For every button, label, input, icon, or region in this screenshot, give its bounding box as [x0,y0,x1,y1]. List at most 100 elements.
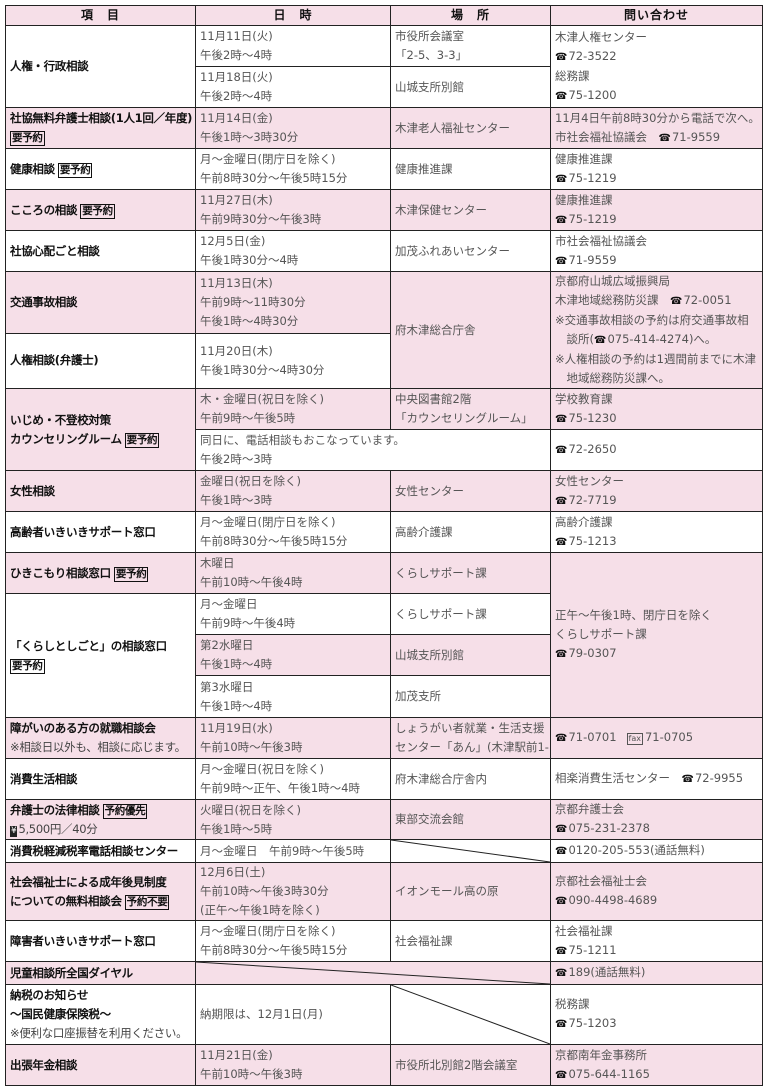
text-line: 女性相談 [10,483,55,498]
text-line: 京都弁護士会 [555,802,624,816]
item-cell: 人権相談(弁護士) [5,332,196,390]
text-line: ¥5,500円／40分 [10,820,191,839]
text-line: 障害者いきいきサポート窓口 [10,933,156,948]
phone-number: 72-2650 [568,442,617,456]
fax-number: 71-0705 [644,730,694,744]
table-cell: 高齢介護課 [390,511,551,553]
line-text: ※交通事故相談の予約は府交通事故相 [555,313,749,327]
phone-icon: ☎ [658,132,671,144]
table-cell: 木曜日 午前10時～午後4時 [195,552,391,594]
table-cell [390,984,551,1045]
table-row: 人権相談(弁護士) 11月20日(木) 午後1時30分～4時30分 [5,332,763,390]
phone-number: 72-7719 [568,492,617,507]
table-cell: 木津保健センター [390,189,551,231]
table-cell: 11月27日(木) 午前9時30分～午後3時 [195,189,391,231]
text-line: 加茂ふれあいセンター [395,243,510,258]
text-line: 11月11日(火) [200,29,273,43]
text-line: 市役所北別館2階会議室 [395,1057,518,1072]
text-line: 税務課 [555,997,590,1011]
text-line: 午前8時30分～午後5時15分 [200,943,348,957]
phone-icon: ☎ [555,733,568,744]
text-line: 高齢介護課 [395,524,453,539]
table-row: ひきこもり相談窓口 要予約 木曜日 午前10時～午後4時 くらしサポート課 正午～午後1時… [5,552,763,718]
table-cell: 火曜日(祝日を除く) 午後1時～5時 [195,799,391,840]
table-cell: 12月6日(土) 午前10時～午後3時30分 (正午～午後1時を除く) [195,862,391,921]
text-line: ☎79-0307 [555,644,758,664]
text-line: 月～金曜日(閉庁日を除く) [200,515,336,529]
text-line: 談所(☎075-414-4274)へ。 [555,330,758,350]
text-line: 11月4日午前8時30分から電話で次へ。 [555,110,760,125]
table-row: 障害者いきいきサポート窓口 月～金曜日(閉庁日を除く) 午前8時30分～午後5時15… [5,920,763,962]
item-cell: 交通事故相談 [5,271,196,334]
table-row: 高齢者いきいきサポート窓口 月～金曜日(閉庁日を除く) 午前8時30分～午後5時15… [5,511,763,553]
table-cell: 加茂ふれあいセンター [390,230,551,272]
line-text: )へ。 [688,332,717,346]
text-line: 京都府山城広域振興局 [555,274,670,288]
line-text: 地域総務防災課へ。 [555,371,670,385]
table-row: こころの相談 要予約 11月27日(木) 午前9時30分～午後3時 木津保健センター 健康… [5,189,763,231]
text-line: ☎72-7719 [555,491,758,511]
text-line: 木津保健センター [395,202,487,217]
phone-number: 75-1200 [568,87,617,102]
table-cell: 京都府山城広域振興局 木津地域総務防災課 ☎72-0051 ※交通事故相談の予約は府… [550,271,763,389]
text-line: こころの相談 要予約 [10,201,191,220]
line-text: カウンセリングルーム [10,431,122,446]
line-text: ※便利な口座振替を利用ください。 [10,1026,188,1040]
text-line: ☎75-1219 [555,210,758,230]
diagonal-slash [391,985,550,1044]
text-line: 交通事故相談 [10,294,78,309]
text-line: 火曜日(祝日を除く) [200,802,301,817]
text-line: ※相談日以外も、相談に応じます。 [10,738,191,757]
phone-number: 75-1230 [568,410,617,425]
text-line: 健康推進課 [395,161,453,176]
phone-number: 71-9559 [671,129,721,144]
table-cell: 加茂支所 [390,675,551,718]
table-cell: 山城支所別館 [390,634,551,676]
phone-number: 090-4498-4689 [568,893,658,907]
table-cell: 同日に、電話相談もおこなっています。 午後2時～3時 [195,429,551,471]
table-cell [195,961,551,985]
text-line: イオンモール高の原 [395,884,499,898]
table-row: 女性相談 金曜日(祝日を除く) 午後1時～3時 女性センター 女性センター ☎72-771… [5,470,763,512]
table-row: 児童相談所全国ダイヤル ☎189(通話無料) [5,961,763,985]
phone-number: 075-644-1165 [568,1066,650,1081]
item-cell: 納税のお知らせ ～国民健康保険税～ ※便利な口座振替を利用ください。 [5,984,196,1045]
phone-icon: ☎ [555,968,568,979]
table-cell: 納期限は、12月1日(月) [195,984,391,1045]
table-cell: 府木津総合庁舎内 [390,758,551,800]
text-line: 木・金曜日(祝日を除く) [200,392,324,406]
text-line: 同日に、電話相談もおこなっています。 [200,433,405,447]
item-cell: ひきこもり相談窓口 要予約 [5,552,196,594]
line-text: (通話無料) [649,843,705,857]
table-cell: 府木津総合庁舎 [390,271,551,389]
text-line: 11月18日(火) [200,70,273,84]
table-row: 社協心配ごと相談 12月5日(金) 午後1時30分～4時 加茂ふれあいセンター 市社会福… [5,230,763,272]
line-text: についての無料相談会 [10,893,122,908]
table-cell: 木津人権センター ☎72-3522 総務課 ☎75-1200 [550,25,763,108]
table-cell: 11月21日(金) 午前10時～午後3時 [195,1044,391,1086]
table-cell: 11月14日(金) 午後1時～3時30分 [195,107,391,149]
item-cell: いじめ・不登校対策 カウンセリングルーム 要予約 [5,388,196,471]
text-line: 午後2時～4時 [200,48,273,62]
phone-icon: ☎ [555,495,568,507]
table-cell: ☎189(通話無料) [550,961,763,985]
text-line: 山城支所別館 [395,647,464,662]
phone-icon: ☎ [681,774,694,785]
phone-number: 0120-205-553 [568,843,650,857]
phone-icon: ☎ [555,1019,568,1030]
table-row: 第2水曜日 午後1時～4時 山城支所別館 [6,634,763,676]
table-row: 消費生活相談 月～金曜日(祝日を除く) 午前9時～正午、午後1時～4時 府木津総合庁舎… [5,758,763,800]
text-line: 社協無料弁護士相談(1人1回／年度) [10,111,193,125]
phone-icon: ☎ [555,445,568,456]
phone-icon: ☎ [555,896,568,907]
text-line: ☎75-1230 [555,409,758,429]
item-cell: 弁護士の法律相談 予約優先 ¥5,500円／40分 [5,799,196,840]
text-line: ※交通事故相談の予約は府交通事故相 [555,311,758,330]
phone-icon: ☎ [555,173,568,185]
text-line: 午前9時～11時30分 [200,294,306,309]
text-line: 健康推進課 [555,151,613,166]
table-row: 出張年金相談 11月21日(金) 午前10時～午後3時 市役所北別館2階会議室 京都南年… [5,1044,763,1086]
phone-icon: ☎ [555,824,568,835]
text-line: 木津人権センター [555,29,647,44]
